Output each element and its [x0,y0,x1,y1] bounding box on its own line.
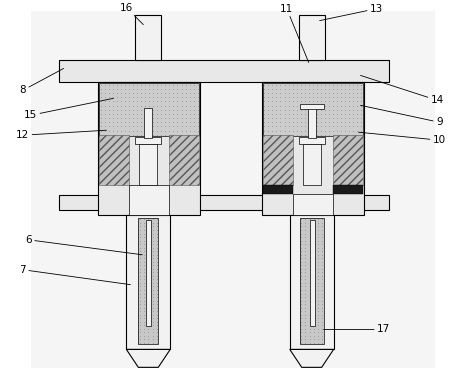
Bar [30,11,434,368]
Text: 11: 11 [279,4,308,63]
Bar [292,194,332,215]
Bar [144,108,152,138]
Text: 6: 6 [25,235,142,255]
Bar [298,15,324,61]
Bar [135,137,161,144]
Bar [99,135,129,185]
Bar [307,108,315,138]
Polygon shape [289,349,333,367]
Text: 14: 14 [360,75,443,105]
Bar [332,185,362,194]
Bar [138,218,158,345]
Bar [289,215,333,349]
Text: 7: 7 [20,265,130,285]
Polygon shape [126,349,170,367]
Bar [262,135,292,185]
Bar [302,144,320,185]
Bar [138,218,158,345]
Bar [146,220,151,326]
Bar [99,83,199,136]
Text: 8: 8 [20,69,63,96]
Text: 10: 10 [358,132,445,145]
Text: 13: 13 [319,4,382,20]
Bar [98,82,200,215]
Text: 17: 17 [323,324,389,335]
Bar [129,185,169,215]
Bar [299,218,323,345]
Bar [309,220,314,326]
Bar [126,215,170,349]
Bar [59,61,389,82]
Bar [59,195,389,210]
Text: 15: 15 [24,98,113,120]
Bar [298,137,324,144]
Bar [261,82,363,215]
Bar [299,104,323,109]
Text: 12: 12 [16,130,106,140]
Text: 9: 9 [360,105,441,127]
Bar [169,135,199,185]
Bar [262,83,362,136]
Text: 16: 16 [120,3,143,25]
Bar [262,185,292,194]
Bar [135,15,161,61]
Bar [332,135,362,185]
Bar [99,83,199,136]
Bar [299,218,323,345]
Bar [262,83,362,136]
Bar [139,144,157,185]
